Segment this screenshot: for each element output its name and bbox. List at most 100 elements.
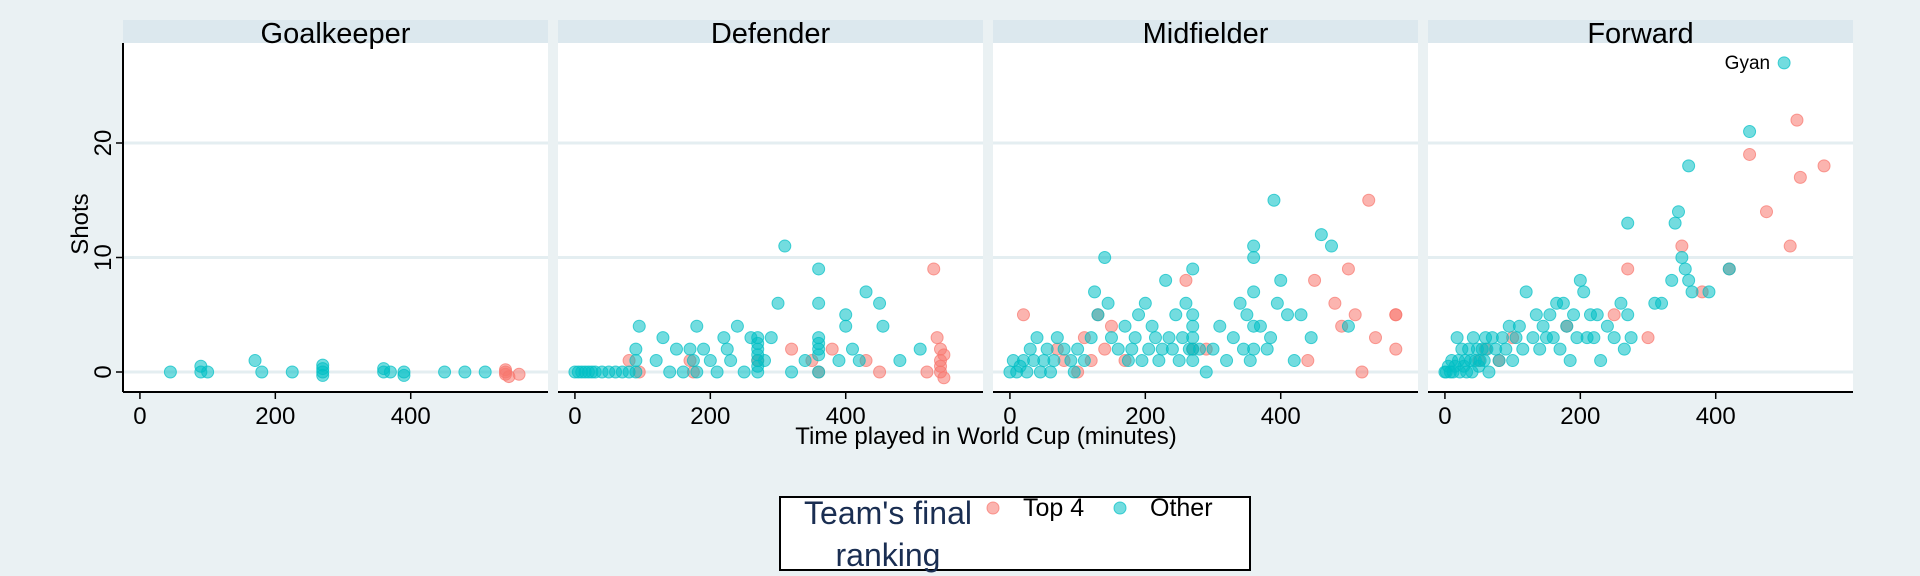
data-point [812,365,826,379]
data-point [1519,285,1533,299]
data-point [1573,273,1587,287]
data-point [683,342,697,356]
data-point [1172,354,1186,368]
data-point [859,285,873,299]
data-point [1243,354,1257,368]
data-point [852,354,866,368]
data-point [316,358,330,372]
facet-panel [123,43,548,392]
data-point [785,365,799,379]
data-point [778,239,792,253]
data-point [1118,319,1132,333]
data-point [1341,262,1355,276]
data-point [1621,308,1635,322]
data-point [1199,365,1213,379]
data-point [676,365,690,379]
chart-labels: Time played in World Cup (minutes) Shots… [67,53,1770,450]
data-point [1274,273,1288,287]
data-point [937,371,951,385]
data-point [1186,262,1200,276]
data-point [1655,296,1669,310]
data-point [1132,308,1146,322]
legend-box [779,496,1251,571]
data-point [1128,331,1142,345]
data-point [1247,239,1261,253]
data-point [1587,331,1601,345]
data-point [1506,354,1520,368]
data-point [1621,262,1635,276]
data-point [1594,354,1608,368]
data-point [201,365,215,379]
data-point [1104,331,1118,345]
data-point [1783,239,1797,253]
facet-title: Forward [1587,18,1693,50]
y-tick-label: 0 [90,365,117,378]
data-point [397,368,411,382]
data-point [1516,342,1530,356]
data-point [1577,285,1591,299]
data-point [1186,319,1200,333]
data-point [663,365,677,379]
data-point [1169,308,1183,322]
data-point [1165,342,1179,356]
data-point [1685,285,1699,299]
data-point [1016,308,1030,322]
data-point [1314,228,1328,242]
data-point [1671,205,1685,219]
data-point [703,354,717,368]
data-point [649,354,663,368]
x-tick-label: 400 [826,403,866,430]
data-point [812,348,826,362]
data-point [1067,365,1081,379]
data-point [248,354,262,368]
data-point [1142,342,1156,356]
data-point [1567,308,1581,322]
facet-strip [993,20,1418,43]
legend-title-line-1: Team's final [804,495,972,531]
data-point [1777,56,1791,70]
data-point [812,262,826,276]
data-point [930,331,944,345]
data-point [1793,170,1807,184]
data-point [438,365,452,379]
x-tick-label: 400 [1696,403,1736,430]
data-point [1477,354,1491,368]
data-point [629,365,643,379]
data-point [1600,319,1614,333]
data-point [937,348,951,362]
data-point [1308,273,1322,287]
data-point [724,354,738,368]
data-point [1543,308,1557,322]
data-point [832,354,846,368]
data-point [690,319,704,333]
data-point [1186,308,1200,322]
data-point [927,262,941,276]
data-point [1152,354,1166,368]
data-point [1020,365,1034,379]
facet-title: Midfielder [1143,18,1269,50]
legend-label: Top 4 [1023,494,1084,522]
data-point [1355,365,1369,379]
data-point [502,370,516,384]
facet-strip [558,20,983,43]
x-tick-label: 0 [1438,403,1451,430]
data-points [163,56,1831,385]
data-point [1682,273,1696,287]
data-point [383,365,397,379]
data-point [1556,296,1570,310]
data-point [1301,354,1315,368]
data-point [1675,251,1689,264]
data-point [1369,331,1383,345]
data-point [1186,331,1200,345]
data-point [1614,296,1628,310]
data-point [1233,296,1247,310]
data-point [1499,342,1513,356]
x-tick-label: 0 [568,403,581,430]
x-tick-label: 0 [1003,403,1016,430]
data-point [1294,308,1308,322]
data-point [1030,331,1044,345]
data-point [1560,319,1574,333]
data-point [771,296,785,310]
x-tick-label: 200 [1125,403,1165,430]
